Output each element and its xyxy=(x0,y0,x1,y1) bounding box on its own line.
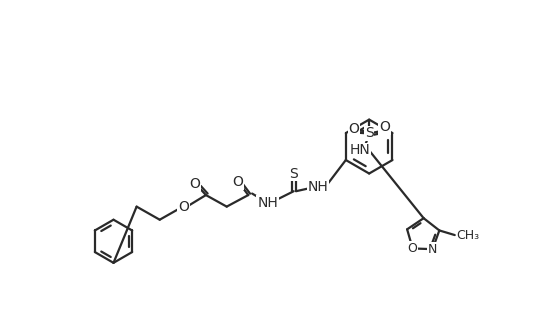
Text: NH: NH xyxy=(257,196,278,210)
Text: CH₃: CH₃ xyxy=(456,229,480,242)
Text: S: S xyxy=(289,167,298,181)
Text: N: N xyxy=(428,243,437,255)
Text: O: O xyxy=(190,177,200,191)
Text: O: O xyxy=(379,120,390,134)
Text: O: O xyxy=(232,175,243,189)
Text: O: O xyxy=(408,242,417,255)
Text: S: S xyxy=(365,127,374,141)
Text: O: O xyxy=(178,200,189,214)
Text: NH: NH xyxy=(308,180,329,193)
Text: HN: HN xyxy=(349,143,370,157)
Text: O: O xyxy=(348,122,359,136)
